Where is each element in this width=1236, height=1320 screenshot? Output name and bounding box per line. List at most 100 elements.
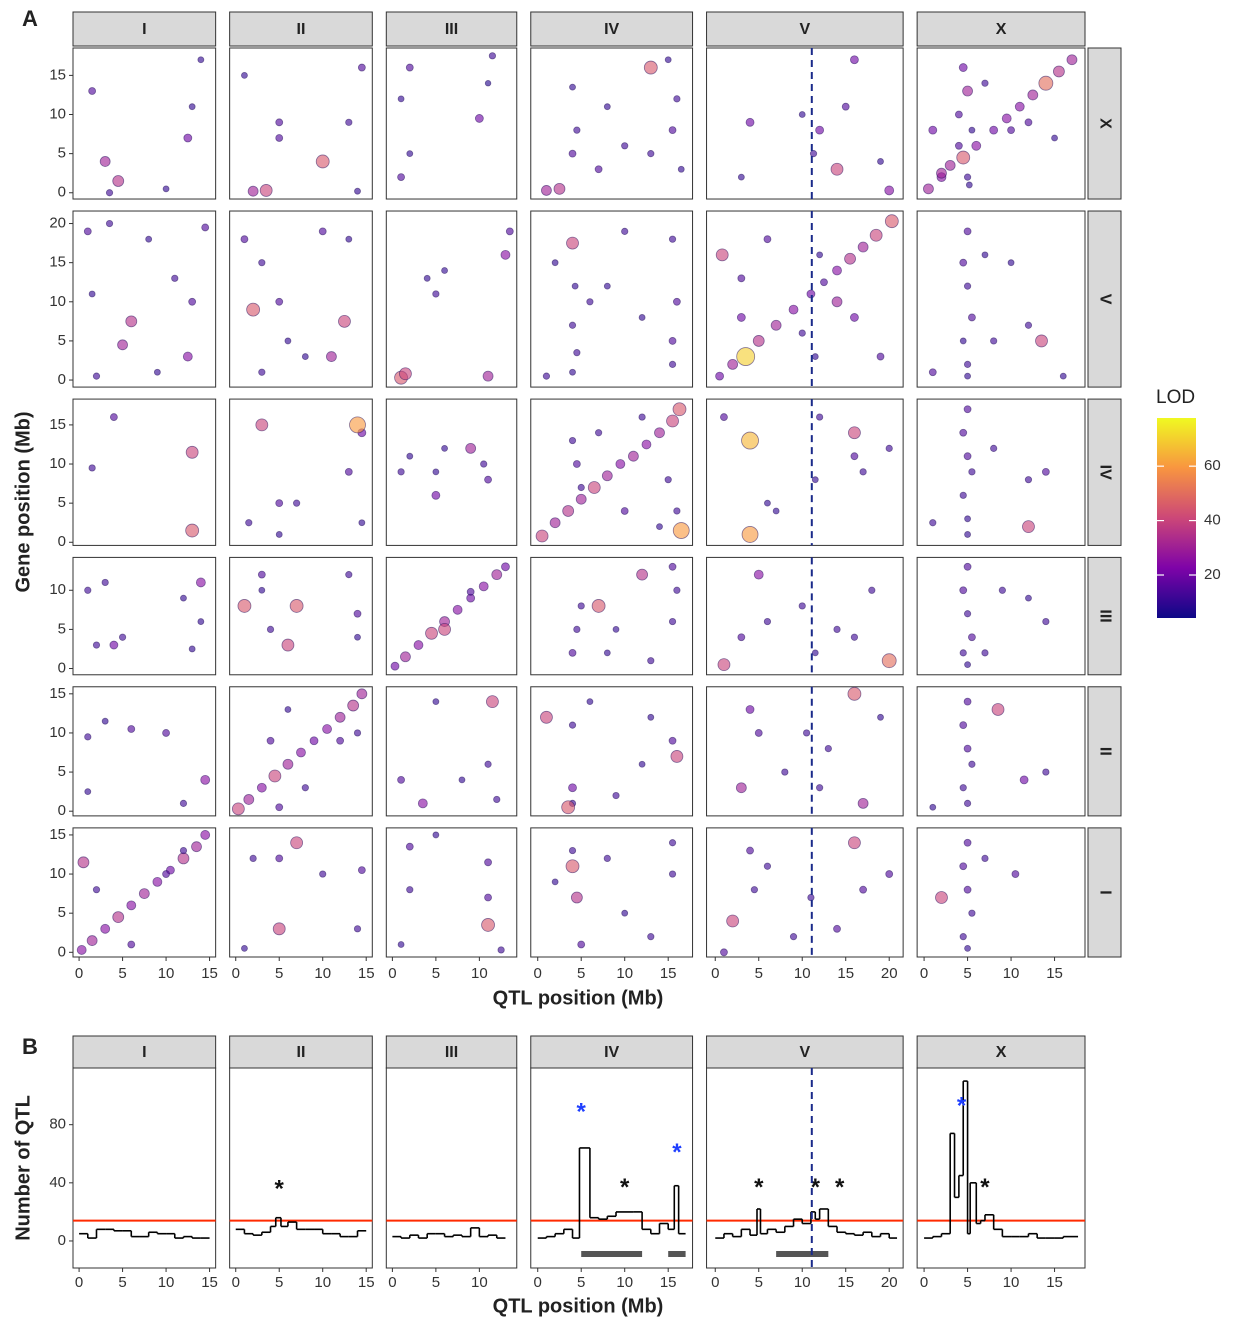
point xyxy=(535,529,549,543)
facet-panel xyxy=(229,1067,373,1269)
point xyxy=(572,460,581,468)
point xyxy=(237,599,252,613)
point xyxy=(959,428,968,437)
point xyxy=(474,114,484,123)
point xyxy=(549,517,561,529)
annotation: * xyxy=(275,1175,285,1202)
point xyxy=(568,783,577,793)
point xyxy=(318,227,327,236)
facet-label: II xyxy=(1096,747,1113,756)
point xyxy=(266,736,275,745)
x-tick-label: 15 xyxy=(837,1274,854,1291)
point xyxy=(290,836,304,850)
point xyxy=(981,251,989,259)
point xyxy=(575,493,587,505)
y-tick-label: 15 xyxy=(49,66,66,83)
point xyxy=(423,274,431,282)
point xyxy=(727,358,739,370)
point xyxy=(816,784,824,792)
point xyxy=(963,838,972,847)
point xyxy=(876,352,885,361)
point xyxy=(397,775,405,784)
point xyxy=(621,142,629,150)
point xyxy=(405,63,414,72)
point xyxy=(484,858,492,867)
point xyxy=(568,436,577,445)
point xyxy=(296,747,306,758)
facet-strip xyxy=(706,1035,904,1069)
point xyxy=(200,830,211,840)
point xyxy=(668,126,677,135)
point xyxy=(345,235,353,243)
point xyxy=(746,846,754,855)
point xyxy=(188,297,197,306)
point xyxy=(877,713,884,721)
point xyxy=(275,118,284,127)
point xyxy=(301,353,309,360)
point xyxy=(763,617,772,626)
point xyxy=(88,464,96,472)
x-tick-label: 10 xyxy=(314,1274,331,1291)
x-tick-label: 15 xyxy=(1046,965,1063,982)
x-tick-label: 5 xyxy=(577,965,585,982)
point xyxy=(654,427,665,439)
point xyxy=(390,661,400,671)
point xyxy=(185,523,200,538)
facet-label: I xyxy=(142,21,146,38)
annotation: * xyxy=(835,1174,845,1201)
point xyxy=(859,468,867,476)
point xyxy=(643,60,658,75)
point xyxy=(968,760,976,768)
point xyxy=(1066,54,1078,66)
x-tick-label: 10 xyxy=(314,965,331,982)
x-tick-label: 0 xyxy=(75,965,83,982)
x-tick-label: 10 xyxy=(471,965,488,982)
point xyxy=(936,167,947,179)
point xyxy=(673,507,681,515)
point xyxy=(105,219,114,228)
point xyxy=(601,470,613,482)
point xyxy=(1042,768,1050,776)
point xyxy=(577,483,585,492)
point xyxy=(603,649,611,657)
point xyxy=(928,125,938,135)
point xyxy=(673,586,681,594)
point xyxy=(954,110,963,119)
point xyxy=(400,651,411,663)
point xyxy=(1035,334,1048,348)
point xyxy=(962,85,973,97)
x-tick-label: 15 xyxy=(358,1274,375,1291)
point xyxy=(736,313,746,322)
point xyxy=(715,248,729,262)
x-tick-label: 5 xyxy=(275,965,283,982)
point xyxy=(830,162,844,176)
point xyxy=(736,347,756,366)
y-axis-title: Gene position (Mb) xyxy=(12,411,34,592)
point xyxy=(497,946,505,954)
x-tick-label: 0 xyxy=(711,1274,719,1291)
point xyxy=(586,698,594,706)
point xyxy=(807,893,815,902)
point xyxy=(603,103,611,111)
point xyxy=(964,944,971,952)
point xyxy=(670,750,684,763)
point xyxy=(573,126,581,134)
y-axis-title: Number of QTL xyxy=(12,1095,34,1241)
point xyxy=(573,625,581,633)
point xyxy=(956,150,971,165)
point xyxy=(958,63,968,72)
point xyxy=(816,413,824,421)
point xyxy=(258,259,266,267)
facet-label: II xyxy=(297,1044,306,1061)
point xyxy=(357,866,366,875)
point xyxy=(465,442,477,454)
point xyxy=(824,744,832,753)
point xyxy=(153,368,161,376)
x-tick-label: 10 xyxy=(158,965,175,982)
point xyxy=(959,784,967,792)
point xyxy=(458,776,466,784)
point xyxy=(432,698,440,706)
point xyxy=(397,468,405,476)
point xyxy=(944,159,956,171)
facet-strip xyxy=(1087,398,1122,546)
